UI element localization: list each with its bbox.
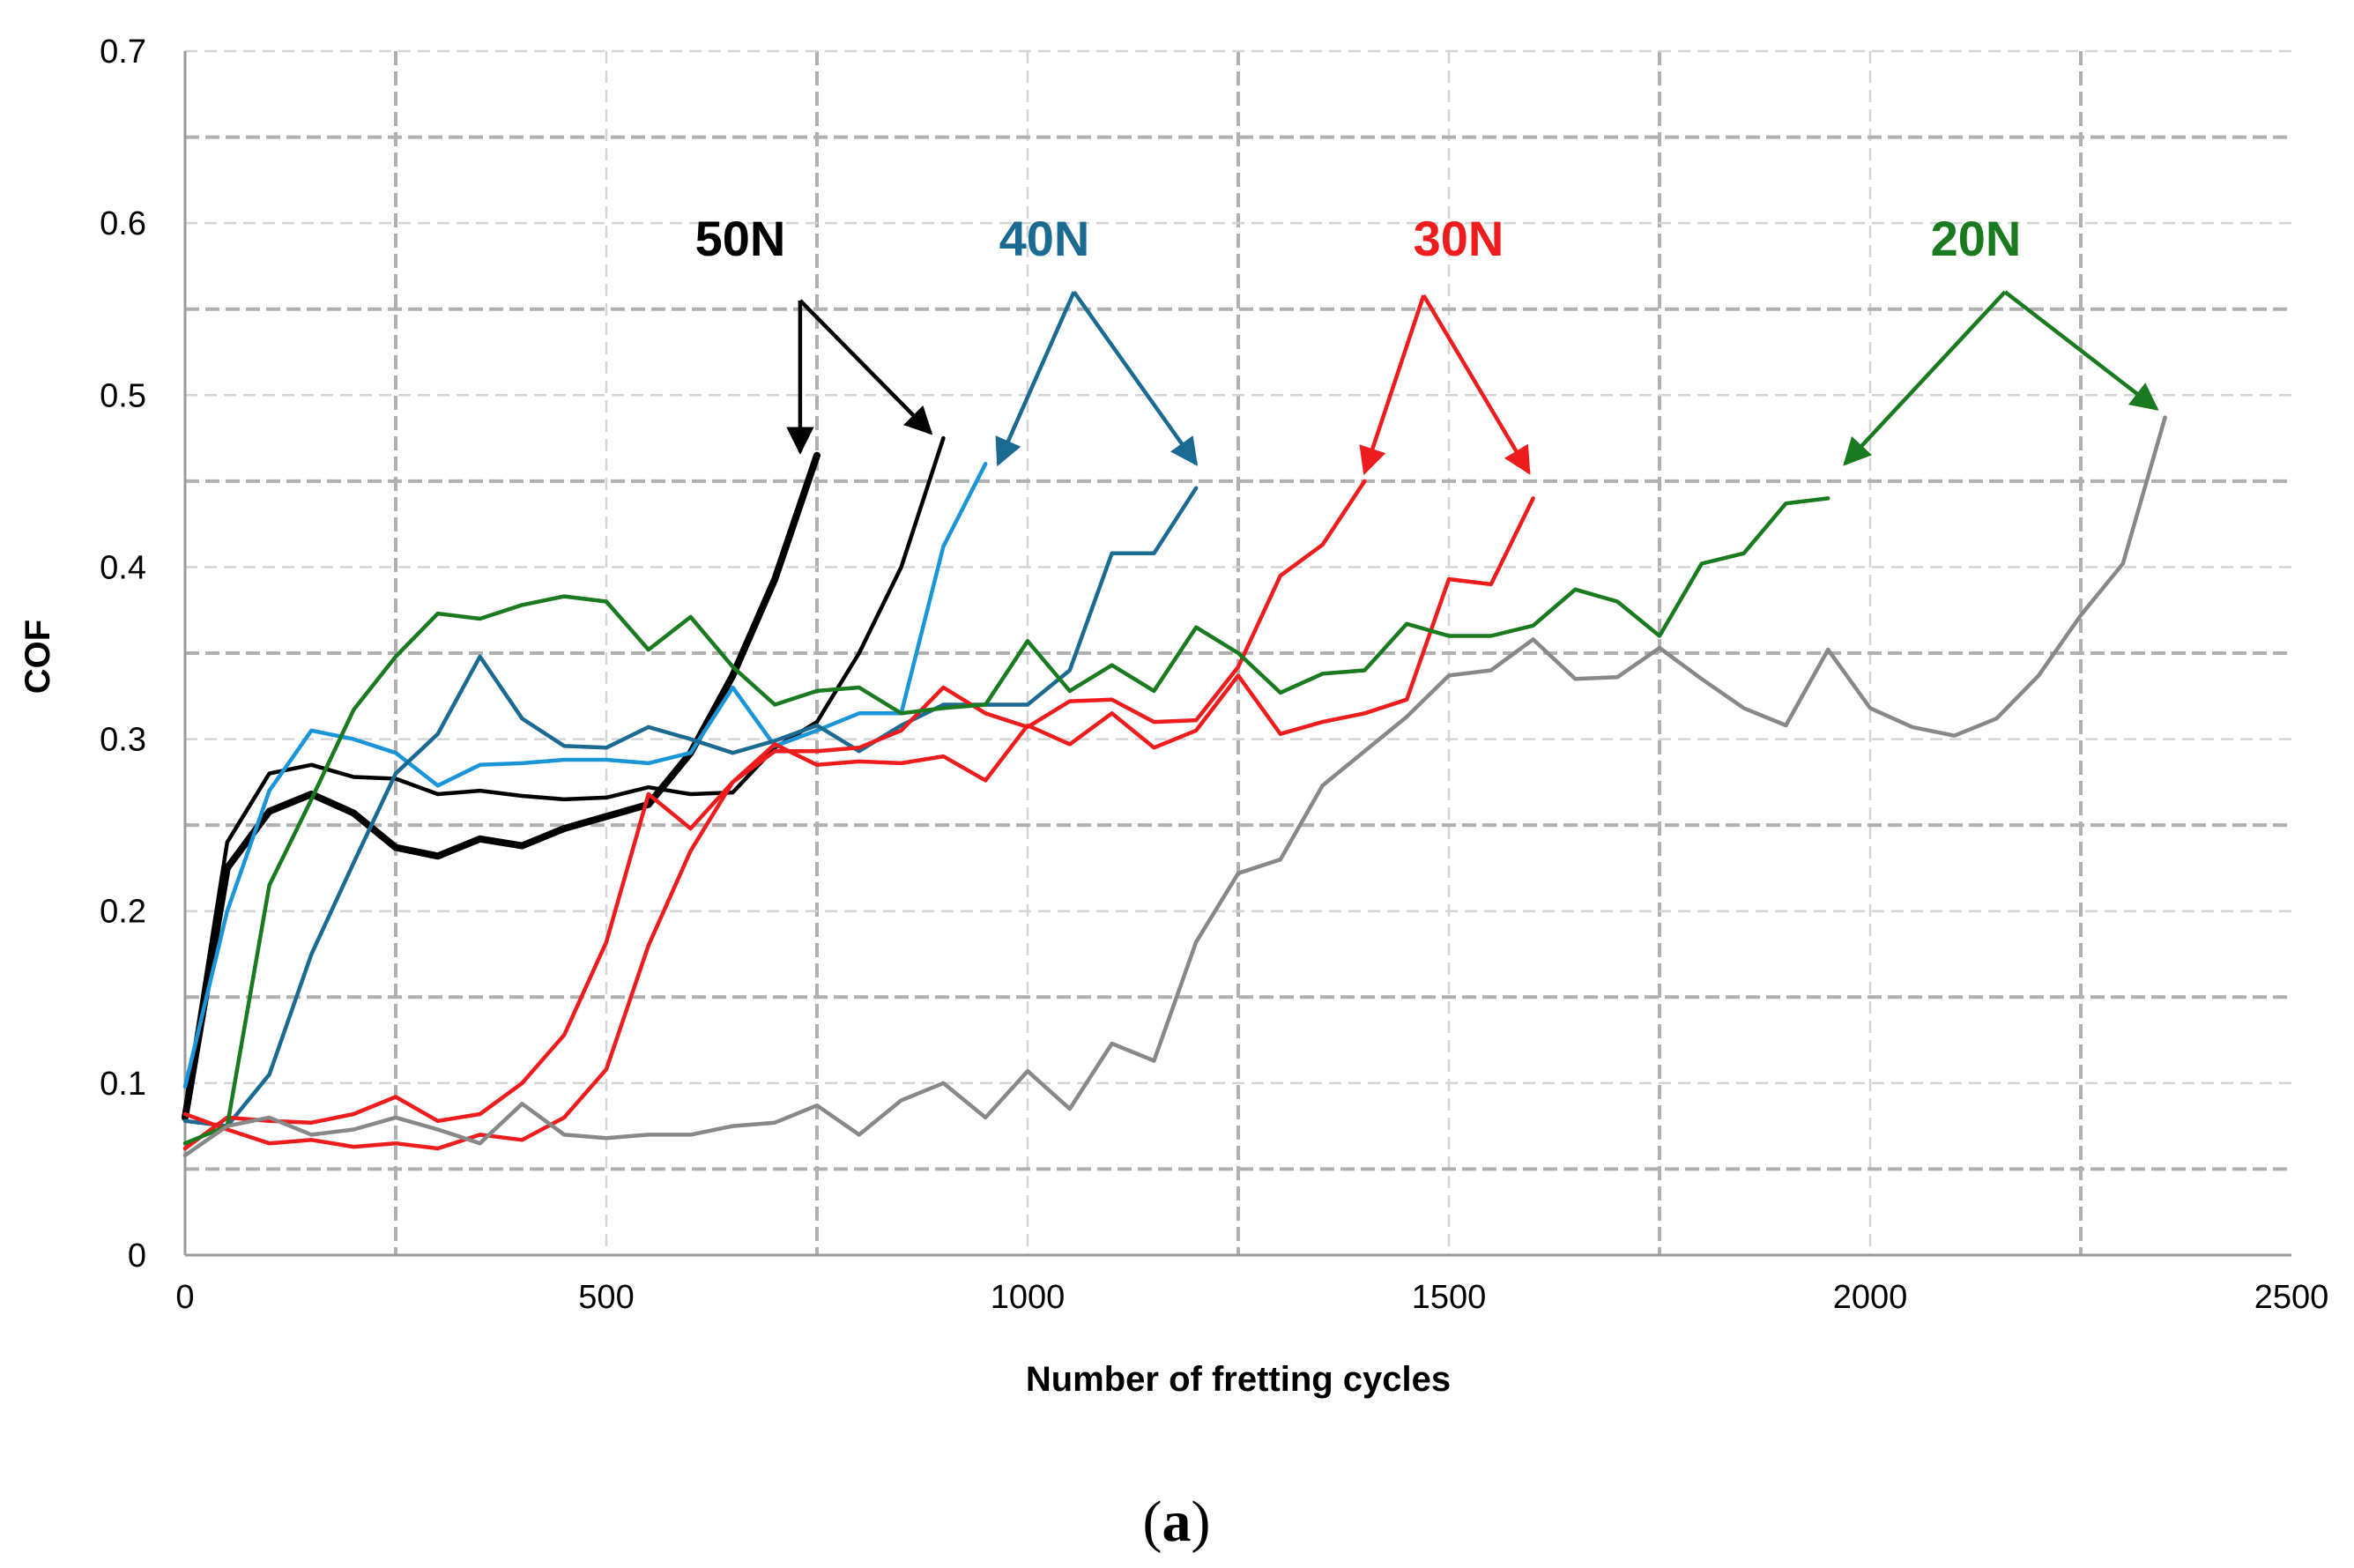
- annotation-label-40n: 40N: [999, 211, 1090, 266]
- caption-open-paren: (: [1143, 1490, 1162, 1554]
- x-tick-label: 500: [578, 1279, 634, 1316]
- y-axis-title: COF: [19, 620, 57, 694]
- annotation-arrow-20n: [2003, 290, 2159, 411]
- caption-letter: a: [1162, 1490, 1192, 1554]
- x-axis-title: Number of fretting cycles: [1026, 1360, 1451, 1399]
- annotation-label-20n: 20N: [1931, 211, 2022, 266]
- series-line-30n: [182, 496, 1535, 1151]
- y-tick-label: 0.4: [100, 549, 146, 586]
- y-tick-label: 0.2: [100, 894, 146, 931]
- y-tick-label: 0.6: [100, 205, 146, 242]
- annotation-label-50n: 50N: [695, 211, 786, 266]
- annotation-arrow-40n: [995, 291, 1076, 467]
- grid-lines: [185, 49, 2291, 1255]
- annotation-arrow-20n: [1843, 290, 2007, 466]
- annotation-arrow-30n: [1359, 294, 1426, 476]
- y-tick-label: 0.7: [100, 33, 146, 71]
- axes: [183, 51, 2291, 1257]
- annotation-arrow-30n: [1422, 294, 1531, 475]
- x-tick-label: 1000: [991, 1279, 1066, 1316]
- x-tick-label: 0: [175, 1279, 194, 1316]
- series-line-20n: [182, 496, 1830, 1146]
- annotation-arrow-40n: [1072, 290, 1199, 466]
- series-line-50n-bold: [182, 451, 821, 1121]
- y-tick-label: 0.5: [100, 377, 146, 414]
- x-tick-label: 1500: [1412, 1279, 1487, 1316]
- y-tick-label: 0: [128, 1237, 146, 1274]
- series-lines: [182, 415, 2167, 1158]
- annotation-label-30n: 30N: [1414, 211, 1504, 266]
- y-tick-label: 0.3: [100, 722, 146, 759]
- x-tick-label: 2500: [2254, 1279, 2329, 1316]
- y-tick-label: 0.1: [100, 1066, 146, 1103]
- tick-labels: 0 500 1000 1500 2000 2500 0 0.1 0.2 0.3 0.4 0.5 0.6 0…: [100, 33, 2328, 1316]
- series-line-40n: [182, 486, 1199, 1128]
- series-line-40n: [182, 462, 988, 1089]
- load-annotations: 50N 40N 30N 20N: [695, 211, 2159, 476]
- series-line-20n: [182, 415, 2167, 1158]
- x-tick-label: 2000: [1833, 1279, 1908, 1316]
- series-line-50n: [182, 435, 946, 1111]
- caption-close-paren: ): [1192, 1490, 1211, 1554]
- series-line-30n: [182, 479, 1367, 1151]
- annotation-arrow-50n: [798, 299, 933, 435]
- figure-caption: (a): [1143, 1490, 1211, 1554]
